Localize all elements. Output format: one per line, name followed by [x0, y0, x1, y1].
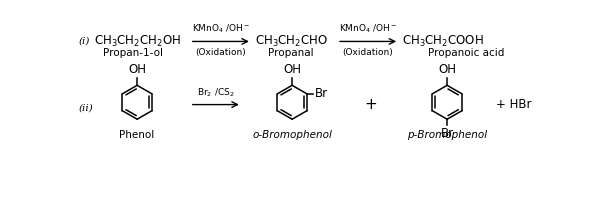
Text: p-Bromophenol: p-Bromophenol	[407, 130, 487, 140]
Text: KMnO$_4$ /OH$^-$: KMnO$_4$ /OH$^-$	[192, 23, 250, 35]
Text: OH: OH	[283, 63, 301, 76]
Text: Br: Br	[315, 87, 328, 100]
Text: + HBr: + HBr	[496, 98, 531, 111]
Text: KMnO$_4$ /OH$^-$: KMnO$_4$ /OH$^-$	[339, 23, 397, 35]
Text: Br$_2$ /CS$_2$: Br$_2$ /CS$_2$	[197, 87, 234, 99]
Text: +: +	[365, 97, 377, 112]
Text: (Oxidation): (Oxidation)	[343, 48, 394, 57]
Text: (ii): (ii)	[79, 104, 94, 113]
Text: OH: OH	[438, 63, 456, 76]
Text: Propanal: Propanal	[268, 48, 313, 58]
Text: (i): (i)	[79, 37, 90, 46]
Text: OH: OH	[128, 63, 146, 76]
Text: Phenol: Phenol	[120, 130, 154, 140]
Text: Propanoic acid: Propanoic acid	[429, 48, 505, 58]
Text: CH$_3$CH$_2$COOH: CH$_3$CH$_2$COOH	[402, 34, 484, 49]
Text: Br: Br	[441, 127, 454, 140]
Text: o-Bromophenol: o-Bromophenol	[252, 130, 332, 140]
Text: CH$_3$CH$_2$CHO: CH$_3$CH$_2$CHO	[255, 34, 328, 49]
Text: Propan-1-ol: Propan-1-ol	[103, 48, 163, 58]
Text: (Oxidation): (Oxidation)	[195, 48, 246, 57]
Text: CH$_3$CH$_2$CH$_2$OH: CH$_3$CH$_2$CH$_2$OH	[94, 34, 182, 49]
